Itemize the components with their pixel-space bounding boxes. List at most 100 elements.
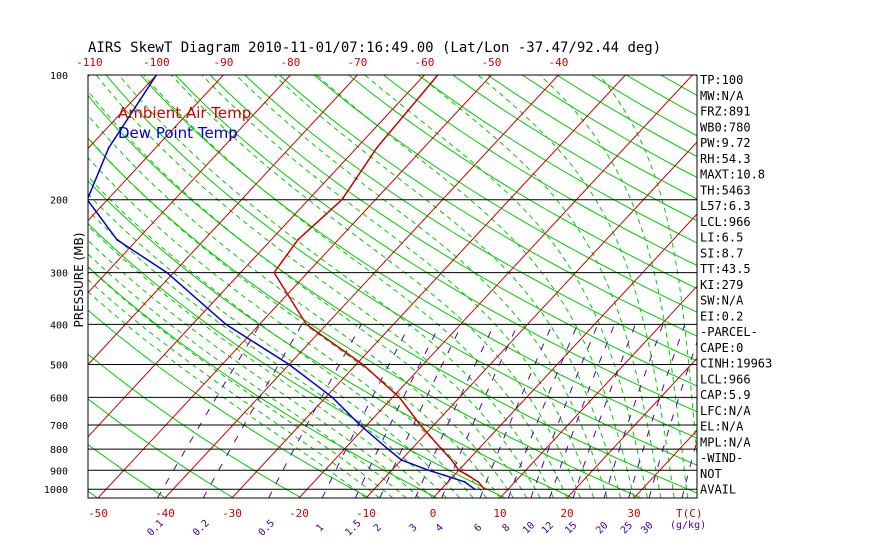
sounding-index-item: CAP:5.9: [700, 388, 751, 402]
bottom-temp-tick-label: 10: [493, 507, 506, 520]
legend-ambient-air-temp: Ambient Air Temp: [118, 104, 251, 122]
mixing-ratio-line: [603, 324, 664, 498]
dry-adiabat-line: [88, 137, 642, 498]
sounding-index-item: MAXT:10.8: [700, 168, 765, 182]
dry-adiabat-line: [88, 266, 438, 498]
ambient-air-temp-point: [375, 147, 378, 149]
mixing-ratio-line: [354, 324, 441, 498]
dry-adiabat-line: [313, 75, 697, 313]
isotherm-line: [164, 75, 559, 498]
bottom-temperature-tick-labels: -50 -40 -30 -20 -10 0 10 20 30 T(C): [88, 507, 702, 520]
dry-adiabat-line: [348, 75, 697, 290]
mixing-ratio-line: [268, 324, 362, 498]
mixing-ratio-line: [572, 324, 636, 498]
pressure-tick-label: 400: [50, 320, 68, 331]
moist-adiabat-line: [88, 209, 447, 498]
isotherm-line: [298, 75, 693, 498]
moist-adiabat-line: [364, 75, 648, 498]
bottom-temp-tick-label: 30: [627, 507, 640, 520]
sounding-series: [88, 75, 486, 491]
pressure-tick-label: 900: [50, 466, 68, 477]
sounding-index-item: MW:N/A: [700, 89, 744, 103]
moist-adiabat-line: [118, 75, 555, 498]
moist-adiabat-line: [273, 75, 622, 498]
dew-point-temp-point: [107, 147, 110, 149]
pressure-tick-label: 1000: [44, 485, 68, 496]
moist-adiabat-line: [88, 253, 407, 498]
sounding-index-item: L57:6.3: [700, 199, 751, 213]
ambient-air-temp-point: [361, 363, 364, 366]
mixing-ratio-line: [379, 324, 463, 498]
isotherm-line: [97, 75, 492, 498]
pressure-tick-label: 700: [50, 421, 68, 432]
mixing-ratio-line: [157, 324, 261, 498]
mixing-ratio-line: [441, 324, 519, 498]
sounding-index-item: CAPE:0: [700, 341, 743, 355]
ambient-air-temp-point: [457, 469, 460, 472]
top-temp-tick-label: -40: [548, 56, 568, 69]
dry-adiabat-line: [88, 180, 574, 498]
pressure-tick-labels: 100 200 300 400 500 600 700 800 900 1000: [44, 71, 68, 496]
sounding-index-item: PW:9.72: [700, 136, 751, 150]
mixing-ratio-line: [321, 324, 411, 498]
pressure-tick-label: 300: [50, 269, 68, 280]
sounding-index-item: MPL:N/A: [700, 435, 751, 449]
isotherm-line: [88, 75, 358, 366]
isotherm-line: [365, 141, 697, 498]
isotherm-line: [432, 213, 697, 498]
sounding-index-item: RH:54.3: [700, 152, 751, 166]
ambient-air-temp-point: [341, 198, 343, 201]
dew-point-temp-point: [427, 469, 430, 472]
sounding-index-item: LCL:966: [700, 372, 751, 386]
dew-point-temp-point: [288, 363, 290, 366]
ambient-air-temp-point: [466, 474, 469, 477]
top-temp-tick-label: -70: [347, 56, 367, 69]
dew-point-temp-point: [473, 488, 476, 491]
mixing-ratio-line: [648, 340, 697, 498]
plot-frame: [87, 74, 698, 499]
dry-adiabat-line: [88, 353, 302, 498]
pressure-tick-label: 800: [50, 445, 68, 456]
mixing-ratio-line: [414, 324, 495, 498]
moist-adiabat-line: [88, 225, 434, 498]
dry-adiabat-line: [88, 309, 370, 498]
sounding-index-item: CINH:19963: [700, 357, 772, 371]
ambient-air-temp-point: [483, 488, 486, 491]
moist-adiabat-line: [477, 75, 675, 498]
dry-adiabat-line: [209, 75, 697, 387]
sounding-index-item: LCL:966: [700, 215, 751, 229]
pressure-tick-label: 600: [50, 393, 68, 404]
moist-adiabat-line: [316, 75, 635, 498]
mixing-ratio-line: [202, 324, 303, 498]
ambient-air-temp-point: [273, 271, 275, 274]
pressure-tick-label: 500: [50, 361, 68, 372]
sounding-index-item: AVAIL: [700, 483, 736, 497]
ambient-air-temp-point: [450, 459, 453, 461]
moist-adiabat-line: [201, 75, 595, 498]
bottom-temp-tick-label: -30: [222, 507, 242, 520]
sounding-index-item: EI:0.2: [700, 309, 743, 323]
isotherm-line: [88, 75, 224, 222]
bottom-temp-tick-label: -50: [88, 507, 108, 520]
moist-adiabat-line: [88, 239, 420, 498]
moist-adiabat-line: [539, 75, 689, 498]
ambient-air-temp-point: [297, 238, 299, 241]
mixing-ratio-line: [507, 324, 579, 498]
ambient-air-temp-point: [440, 448, 443, 450]
bottom-temp-tick-label: -10: [356, 507, 376, 520]
ambient-air-temp-point: [477, 481, 479, 483]
sounding-index-item: SI:8.7: [700, 246, 743, 260]
moist-adiabat-line: [88, 136, 501, 498]
dry-adiabat-line: [88, 398, 234, 498]
ambient-air-temp-point: [419, 424, 422, 426]
mixing-ratio-line: [681, 439, 697, 498]
sounding-index-item: -PARCEL-: [700, 325, 758, 339]
moist-adiabat-line: [95, 75, 541, 498]
mixing-ratio-unit-label: (g/kg): [670, 520, 706, 531]
top-temp-tick-label: -100: [143, 56, 170, 69]
sounding-index-item: -WIND-: [700, 451, 743, 465]
ambient-air-temp-point: [398, 396, 401, 399]
bottom-temp-tick-label: -20: [289, 507, 309, 520]
isotherm-line: [231, 75, 626, 498]
